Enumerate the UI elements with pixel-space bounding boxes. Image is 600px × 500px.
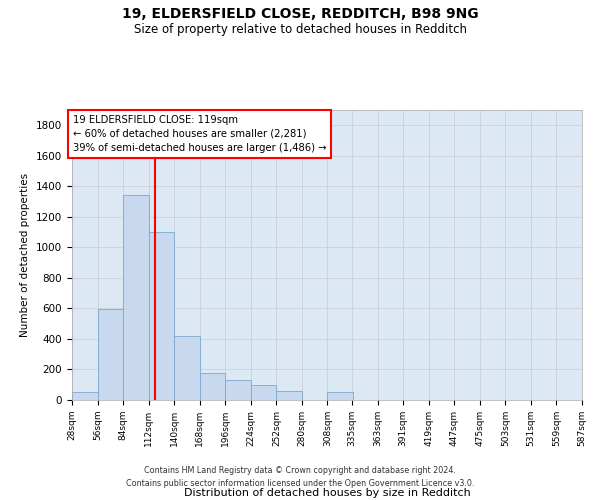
Bar (225, 380, 251, 400)
Bar (123, 194, 149, 400)
Bar (149, 232, 174, 400)
Bar (200, 374, 225, 400)
Bar (174, 336, 200, 400)
Bar (72, 392, 98, 400)
Bar (98, 309, 123, 400)
Bar (251, 384, 277, 400)
Text: Size of property relative to detached houses in Redditch: Size of property relative to detached ho… (133, 22, 467, 36)
Y-axis label: Number of detached properties: Number of detached properties (20, 173, 31, 337)
Text: Contains HM Land Registry data © Crown copyright and database right 2024.
Contai: Contains HM Land Registry data © Crown c… (126, 466, 474, 487)
Text: 19 ELDERSFIELD CLOSE: 119sqm
← 60% of detached houses are smaller (2,281)
39% of: 19 ELDERSFIELD CLOSE: 119sqm ← 60% of de… (73, 114, 326, 152)
X-axis label: Distribution of detached houses by size in Redditch: Distribution of detached houses by size … (184, 488, 470, 498)
Text: 19, ELDERSFIELD CLOSE, REDDITCH, B98 9NG: 19, ELDERSFIELD CLOSE, REDDITCH, B98 9NG (122, 8, 478, 22)
Bar (328, 392, 353, 400)
Bar (277, 391, 302, 400)
